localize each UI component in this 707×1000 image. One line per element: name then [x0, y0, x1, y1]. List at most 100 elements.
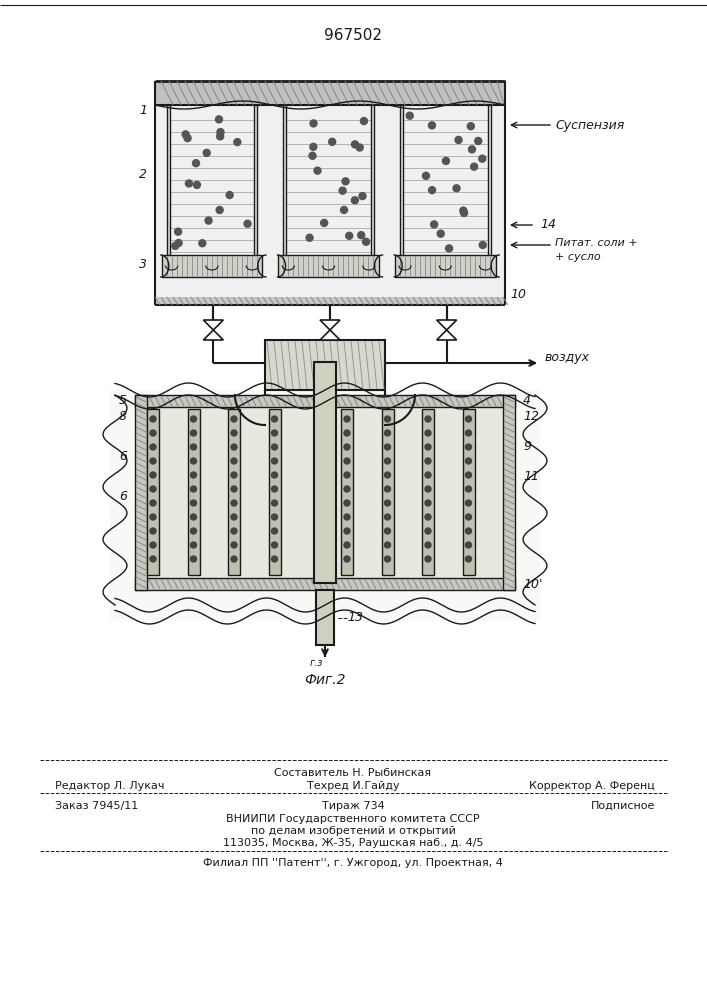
Circle shape [465, 416, 472, 422]
Bar [422, 409, 434, 575]
Text: 6: 6 [119, 490, 127, 504]
Text: 967502: 967502 [324, 27, 382, 42]
Circle shape [184, 135, 191, 142]
Text: ВНИИПИ Государственного комитета СССР: ВНИИПИ Государственного комитета СССР [226, 814, 480, 824]
Circle shape [445, 245, 452, 252]
Circle shape [190, 500, 197, 506]
Circle shape [465, 528, 472, 534]
Circle shape [310, 143, 317, 150]
Polygon shape [437, 330, 457, 340]
Circle shape [465, 556, 472, 562]
Circle shape [150, 500, 156, 506]
Circle shape [344, 486, 350, 492]
Circle shape [190, 542, 197, 548]
Text: Филиал ПП ''Патент'', г. Ужгород, ул. Проектная, 4: Филиал ПП ''Патент'', г. Ужгород, ул. Пр… [203, 858, 503, 868]
Text: Подписное: Подписное [590, 801, 655, 811]
Text: Корректор А. Ференц: Корректор А. Ференц [530, 781, 655, 791]
Bar [135, 395, 515, 407]
Circle shape [385, 556, 390, 562]
Text: 2: 2 [139, 168, 147, 182]
Bar [395, 255, 496, 277]
Circle shape [150, 542, 156, 548]
Circle shape [194, 181, 201, 188]
Text: 13: 13 [347, 611, 363, 624]
Circle shape [385, 430, 390, 436]
Circle shape [150, 486, 156, 492]
Circle shape [271, 528, 278, 534]
Circle shape [329, 138, 336, 145]
Circle shape [425, 458, 431, 464]
Circle shape [190, 486, 197, 492]
Bar [155, 297, 505, 305]
Circle shape [358, 232, 365, 239]
Circle shape [460, 209, 467, 216]
Circle shape [216, 207, 223, 214]
Bar [147, 409, 159, 575]
Circle shape [231, 542, 237, 548]
Text: Фиг.2: Фиг.2 [304, 673, 346, 687]
Bar [265, 340, 385, 390]
Circle shape [425, 500, 431, 506]
Circle shape [385, 528, 390, 534]
Circle shape [425, 542, 431, 548]
Circle shape [306, 234, 313, 241]
Circle shape [453, 185, 460, 192]
Text: 1: 1 [139, 104, 147, 116]
Text: 4: 4 [523, 393, 531, 406]
Circle shape [150, 472, 156, 478]
Circle shape [190, 514, 197, 520]
Circle shape [216, 133, 223, 140]
Bar [255, 105, 257, 260]
Circle shape [385, 472, 390, 478]
Circle shape [385, 542, 390, 548]
Circle shape [344, 416, 350, 422]
Circle shape [226, 192, 233, 199]
Circle shape [465, 472, 472, 478]
Text: Фиг.1: Фиг.1 [309, 363, 351, 377]
Polygon shape [204, 320, 223, 330]
Text: по делам изобретений и открытий: по делам изобретений и открытий [250, 826, 455, 836]
Circle shape [344, 556, 350, 562]
Circle shape [190, 458, 197, 464]
Bar [135, 395, 147, 590]
Circle shape [309, 152, 316, 159]
Circle shape [425, 528, 431, 534]
Polygon shape [320, 330, 340, 340]
Text: Заказ 7945/11: Заказ 7945/11 [55, 801, 139, 811]
Circle shape [190, 472, 197, 478]
Circle shape [190, 556, 197, 562]
Bar [503, 395, 515, 590]
Circle shape [437, 230, 444, 237]
Circle shape [479, 155, 486, 162]
Bar [167, 105, 170, 260]
Circle shape [407, 112, 413, 119]
Circle shape [185, 180, 192, 187]
Text: Техред И.Гайду: Техред И.Гайду [307, 781, 399, 791]
Circle shape [465, 486, 472, 492]
Bar [488, 105, 491, 260]
Circle shape [150, 458, 156, 464]
Circle shape [425, 416, 431, 422]
Bar [155, 93, 505, 305]
Circle shape [425, 556, 431, 562]
Bar [228, 409, 240, 575]
Bar [187, 409, 199, 575]
Circle shape [351, 141, 358, 148]
Circle shape [172, 242, 179, 249]
Circle shape [190, 528, 197, 534]
Circle shape [271, 444, 278, 450]
Text: Тираж 734: Тираж 734 [322, 801, 385, 811]
Circle shape [271, 416, 278, 422]
Circle shape [205, 217, 212, 224]
Text: 7: 7 [321, 383, 329, 396]
Circle shape [431, 221, 438, 228]
Circle shape [385, 416, 390, 422]
Circle shape [344, 542, 350, 548]
Text: 9: 9 [523, 440, 531, 454]
Circle shape [217, 129, 224, 136]
Circle shape [359, 193, 366, 200]
Circle shape [479, 241, 486, 248]
Circle shape [150, 416, 156, 422]
Bar [110, 390, 540, 620]
Circle shape [344, 472, 350, 478]
